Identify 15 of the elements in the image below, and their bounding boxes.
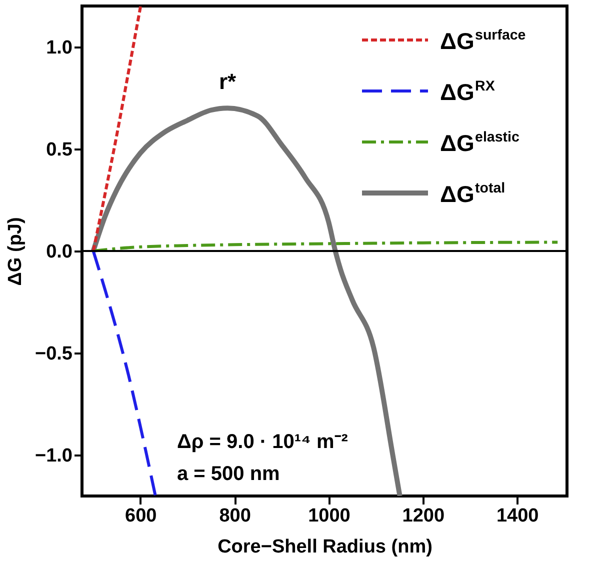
x-tick-label: 800 — [219, 506, 251, 526]
y-tick-label: 0.5 — [46, 139, 73, 160]
x-tick-label: 1000 — [308, 506, 350, 526]
y-tick-label: 0.0 — [46, 242, 72, 262]
annotation: a = 500 nm — [177, 463, 280, 485]
y-tick-label: −0.5 — [34, 344, 73, 365]
x-tick-label: 1400 — [496, 506, 539, 526]
x-tick-label: 600 — [125, 506, 157, 526]
y-axis-title: ΔG (pJ) — [4, 217, 26, 286]
annotation: Δρ = 9.0 · 10¹⁴ m⁻² — [177, 431, 348, 453]
y-tick-label: 1.0 — [46, 37, 72, 58]
x-tick-label: 1200 — [402, 506, 445, 526]
y-tick-label: −1.0 — [34, 446, 72, 467]
x-axis-title: Core−Shell Radius (nm) — [218, 536, 432, 558]
annotation: r* — [218, 69, 236, 94]
